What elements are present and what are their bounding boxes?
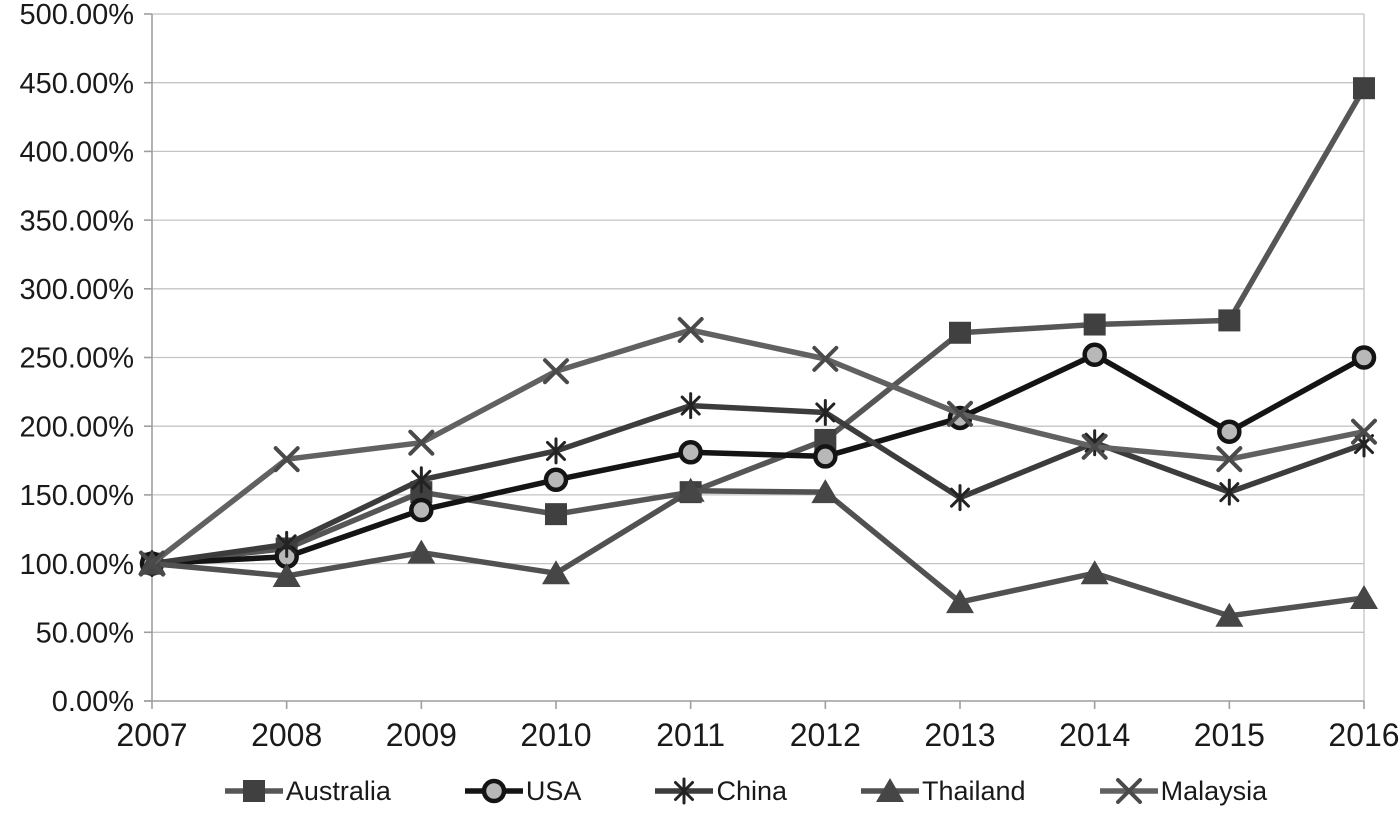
- malaysia-x-marker: [1351, 418, 1377, 445]
- usa-circle-marker: [543, 467, 569, 493]
- legend-item-australia: Australia: [223, 776, 391, 806]
- thailand-legend-marker-icon: [861, 778, 919, 802]
- china-asterisk-marker: [815, 402, 836, 423]
- y-tick-label: 250.00%: [20, 343, 135, 375]
- usa-circle-marker: [481, 778, 507, 804]
- malaysia-x-marker: [1216, 446, 1243, 473]
- thailand-triangle-marker: [676, 477, 705, 502]
- china-asterisk-marker: [674, 781, 695, 801]
- china-legend-marker-icon: [655, 777, 714, 805]
- legend-label: Malaysia: [1160, 775, 1268, 806]
- series-line-thailand: [149, 488, 1367, 619]
- y-tick-label: 50.00%: [36, 617, 134, 649]
- usa-circle-marker: [1217, 419, 1242, 444]
- y-tick-label: 450.00%: [20, 68, 135, 100]
- china-asterisk-marker: [680, 395, 701, 416]
- australia-square-marker: [814, 428, 837, 451]
- legend-label: China: [716, 775, 787, 806]
- china-asterisk-marker: [950, 487, 970, 508]
- australia-square-marker: [1083, 313, 1106, 336]
- thailand-triangle-marker: [542, 560, 570, 585]
- legend-item-usa: USA: [463, 775, 582, 806]
- china-asterisk-marker: [546, 440, 566, 461]
- malaysia-x-marker: [408, 429, 435, 456]
- legend-label: Australia: [285, 775, 391, 806]
- malaysia-x-marker: [273, 446, 300, 473]
- thailand-triangle-marker: [811, 479, 840, 504]
- x-tick-label: 2008: [251, 717, 322, 753]
- china-asterisk-marker: [1084, 432, 1105, 453]
- australia-square-marker: [1218, 309, 1241, 332]
- china-asterisk-marker: [276, 534, 297, 555]
- malaysia-x-marker: [677, 317, 704, 344]
- malaysia-x-marker: [947, 400, 973, 427]
- australia-square-marker: [949, 321, 971, 344]
- x-tick-label: 2011: [656, 717, 725, 753]
- thailand-triangle-marker: [1080, 560, 1109, 585]
- y-tick-label: 200.00%: [20, 411, 135, 443]
- x-tick-label: 2010: [520, 717, 591, 753]
- chart-legend: Australia USA China Thailand Malaysia: [90, 768, 1400, 814]
- malaysia-x-marker: [812, 345, 839, 372]
- thailand-triangle-marker: [876, 778, 904, 802]
- usa-legend-marker-icon: [464, 778, 523, 804]
- series-line-usa: [149, 352, 1367, 567]
- x-tick-label: 2007: [116, 717, 187, 753]
- australia-legend-marker-icon: [224, 780, 283, 802]
- usa-circle-marker: [678, 440, 703, 465]
- x-tick-label: 2015: [1194, 717, 1265, 753]
- legend-label: USA: [525, 775, 582, 806]
- y-tick-label: 150.00%: [20, 480, 135, 512]
- legend-label: Thailand: [922, 775, 1026, 806]
- usa-circle-marker: [813, 444, 838, 469]
- malaysia-x-marker: [1115, 778, 1142, 804]
- y-tick-label: 500.00%: [20, 0, 135, 31]
- malaysia-x-marker: [139, 550, 165, 577]
- malaysia-x-marker: [1081, 433, 1108, 460]
- legend-item-malaysia: Malaysia: [1098, 775, 1268, 806]
- australia-square-marker: [242, 780, 265, 802]
- y-tick-label: 300.00%: [20, 274, 135, 306]
- china-asterisk-marker: [1219, 482, 1240, 503]
- malaysia-legend-marker-icon: [1099, 778, 1158, 804]
- series-line-china: [149, 402, 1367, 567]
- x-tick-label: 2009: [386, 717, 457, 753]
- usa-circle-marker: [1082, 342, 1107, 368]
- x-tick-label: 2016: [1328, 717, 1399, 753]
- legend-item-china: China: [653, 776, 787, 806]
- usa-circle-marker: [409, 497, 434, 523]
- y-tick-label: 350.00%: [20, 205, 135, 237]
- australia-square-marker: [1353, 77, 1375, 100]
- thailand-triangle-marker: [407, 539, 436, 564]
- x-tick-label: 2013: [924, 717, 995, 753]
- series-line-malaysia: [149, 327, 1367, 567]
- x-tick-label: 2012: [790, 717, 861, 753]
- malaysia-x-marker: [543, 358, 569, 385]
- y-tick-label: 400.00%: [20, 137, 135, 169]
- legend-item-thailand: Thailand: [859, 776, 1026, 806]
- thailand-triangle-marker: [946, 589, 974, 614]
- thailand-triangle-marker: [1350, 584, 1378, 609]
- y-tick-label: 100.00%: [20, 549, 135, 581]
- china-asterisk-marker: [411, 469, 432, 490]
- x-tick-label: 2014: [1059, 717, 1130, 753]
- australia-square-marker: [545, 503, 567, 526]
- usa-circle-marker: [1351, 345, 1377, 370]
- thailand-triangle-marker: [272, 562, 301, 587]
- thailand-triangle-marker: [1215, 602, 1244, 627]
- series-line-australia: [149, 85, 1367, 567]
- line-chart: 0.00% 50.00% 100.00% 150.00% 200.00% 250.00% 3…: [20, 0, 1400, 753]
- y-tick-label: 0.00%: [52, 686, 134, 718]
